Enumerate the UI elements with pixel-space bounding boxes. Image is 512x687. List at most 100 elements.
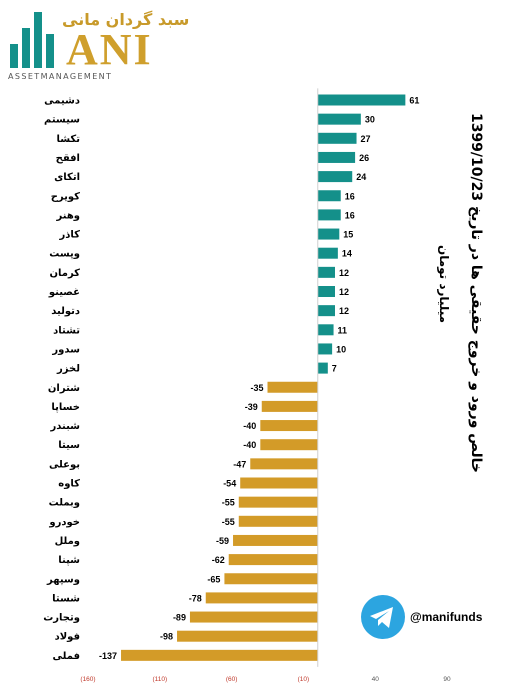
- data-label: 11: [338, 325, 348, 335]
- data-label: -137: [99, 651, 117, 661]
- bar: [177, 630, 318, 642]
- bar: [250, 458, 318, 470]
- data-label: 27: [361, 134, 371, 144]
- x-tick-label: (160): [80, 676, 95, 683]
- bar: [233, 534, 318, 546]
- category-label: سیتا: [58, 440, 80, 451]
- data-label: 16: [345, 210, 355, 220]
- bar: [317, 209, 341, 221]
- category-label: کرمان: [49, 268, 80, 279]
- category-label: شبندر: [49, 421, 80, 432]
- telegram-handle[interactable]: @manifunds: [410, 610, 483, 624]
- bar: [317, 94, 406, 106]
- category-label: فملی: [53, 651, 80, 662]
- category-label: وملل: [55, 536, 80, 547]
- data-label: 61: [409, 96, 419, 106]
- category-label: دتولید: [51, 306, 80, 317]
- bar: [238, 496, 318, 508]
- data-label: -62: [212, 555, 225, 565]
- data-label: -89: [173, 613, 186, 623]
- brand-name: ANI: [66, 25, 153, 74]
- bar: [317, 228, 340, 240]
- category-label: شپنا: [58, 555, 80, 566]
- category-label: اتکای: [54, 172, 80, 183]
- logo-bars-icon: [10, 12, 54, 68]
- data-label: -40: [243, 440, 256, 450]
- category-label: تشتاد: [53, 325, 80, 336]
- bar: [317, 132, 357, 144]
- category-label: خودرو: [48, 517, 80, 528]
- data-label: 14: [342, 249, 352, 259]
- bar: [205, 592, 318, 604]
- category-label: خساپا: [51, 402, 80, 413]
- category-label: شستا: [52, 593, 80, 604]
- category-label: وبملت: [49, 498, 80, 509]
- data-label: -55: [222, 517, 235, 527]
- category-label: کویرح: [51, 191, 80, 202]
- category-label: بوعلی: [49, 459, 80, 470]
- category-label: افقح: [56, 153, 80, 164]
- brand-name-fa: سبد گردان مانی: [62, 10, 190, 29]
- bar: [317, 171, 353, 183]
- brand-logo: سبد گردان مانی ANI ASSETMANAGEMENT: [4, 4, 200, 82]
- x-tick-label: 40: [372, 676, 380, 683]
- data-label: 10: [336, 344, 346, 354]
- category-label: سدور: [51, 344, 80, 355]
- bar: [317, 286, 335, 297]
- data-label: -55: [222, 498, 235, 508]
- data-label: -98: [160, 632, 173, 642]
- data-label: -78: [189, 593, 202, 603]
- bar: [260, 420, 318, 432]
- bar: [121, 649, 318, 661]
- chart-subtitle: میلیارد تومان: [437, 244, 451, 324]
- data-label: 26: [359, 153, 369, 163]
- brand-tagline: ASSETMANAGEMENT: [8, 72, 113, 81]
- data-label: 15: [343, 230, 353, 240]
- category-label: سیستم: [44, 115, 80, 126]
- telegram-icon: [361, 595, 405, 639]
- bar: [240, 477, 318, 489]
- data-label: 12: [339, 268, 349, 278]
- data-label: 30: [365, 115, 375, 125]
- category-label: دشیمی: [44, 96, 80, 107]
- category-label: کاذر: [59, 230, 81, 241]
- bar: [224, 573, 318, 585]
- bar: [238, 515, 318, 527]
- bar: [317, 113, 361, 125]
- category-label: غصینو: [48, 287, 80, 298]
- x-tick-label: (60): [226, 676, 238, 683]
- bar: [317, 324, 334, 336]
- bar: [189, 611, 318, 623]
- category-label: وسپهر: [46, 574, 80, 585]
- category-label: وپست: [49, 249, 80, 260]
- bar: [317, 266, 335, 278]
- category-label: فولاد: [55, 632, 80, 643]
- category-label: شتران: [48, 383, 80, 394]
- bar: [267, 381, 318, 393]
- data-label: 12: [339, 306, 349, 316]
- bar: [317, 247, 338, 259]
- bar: [261, 400, 318, 412]
- data-label: -35: [250, 383, 263, 393]
- category-label: تکشا: [56, 134, 80, 145]
- bar: [317, 190, 341, 202]
- data-label: 16: [345, 191, 355, 201]
- category-label: وهنر: [56, 210, 80, 221]
- category-label: کاوه: [58, 479, 80, 490]
- data-label: -59: [216, 536, 229, 546]
- bar: [317, 151, 356, 163]
- x-tick-label: (10): [298, 676, 310, 683]
- bar: [317, 362, 328, 374]
- bar: [260, 439, 318, 451]
- data-label: -47: [233, 459, 246, 469]
- x-tick-label: (110): [152, 676, 167, 683]
- data-label: 12: [339, 287, 349, 297]
- bar: [228, 554, 318, 566]
- data-label: -65: [207, 574, 220, 584]
- bar: [317, 343, 333, 355]
- category-label: لخزر: [56, 364, 80, 375]
- data-label: 24: [356, 172, 366, 182]
- data-label: -54: [223, 479, 236, 489]
- chart-title: خالص ورود و خروج حقیقی ها در تاریخ 1399/…: [468, 112, 484, 473]
